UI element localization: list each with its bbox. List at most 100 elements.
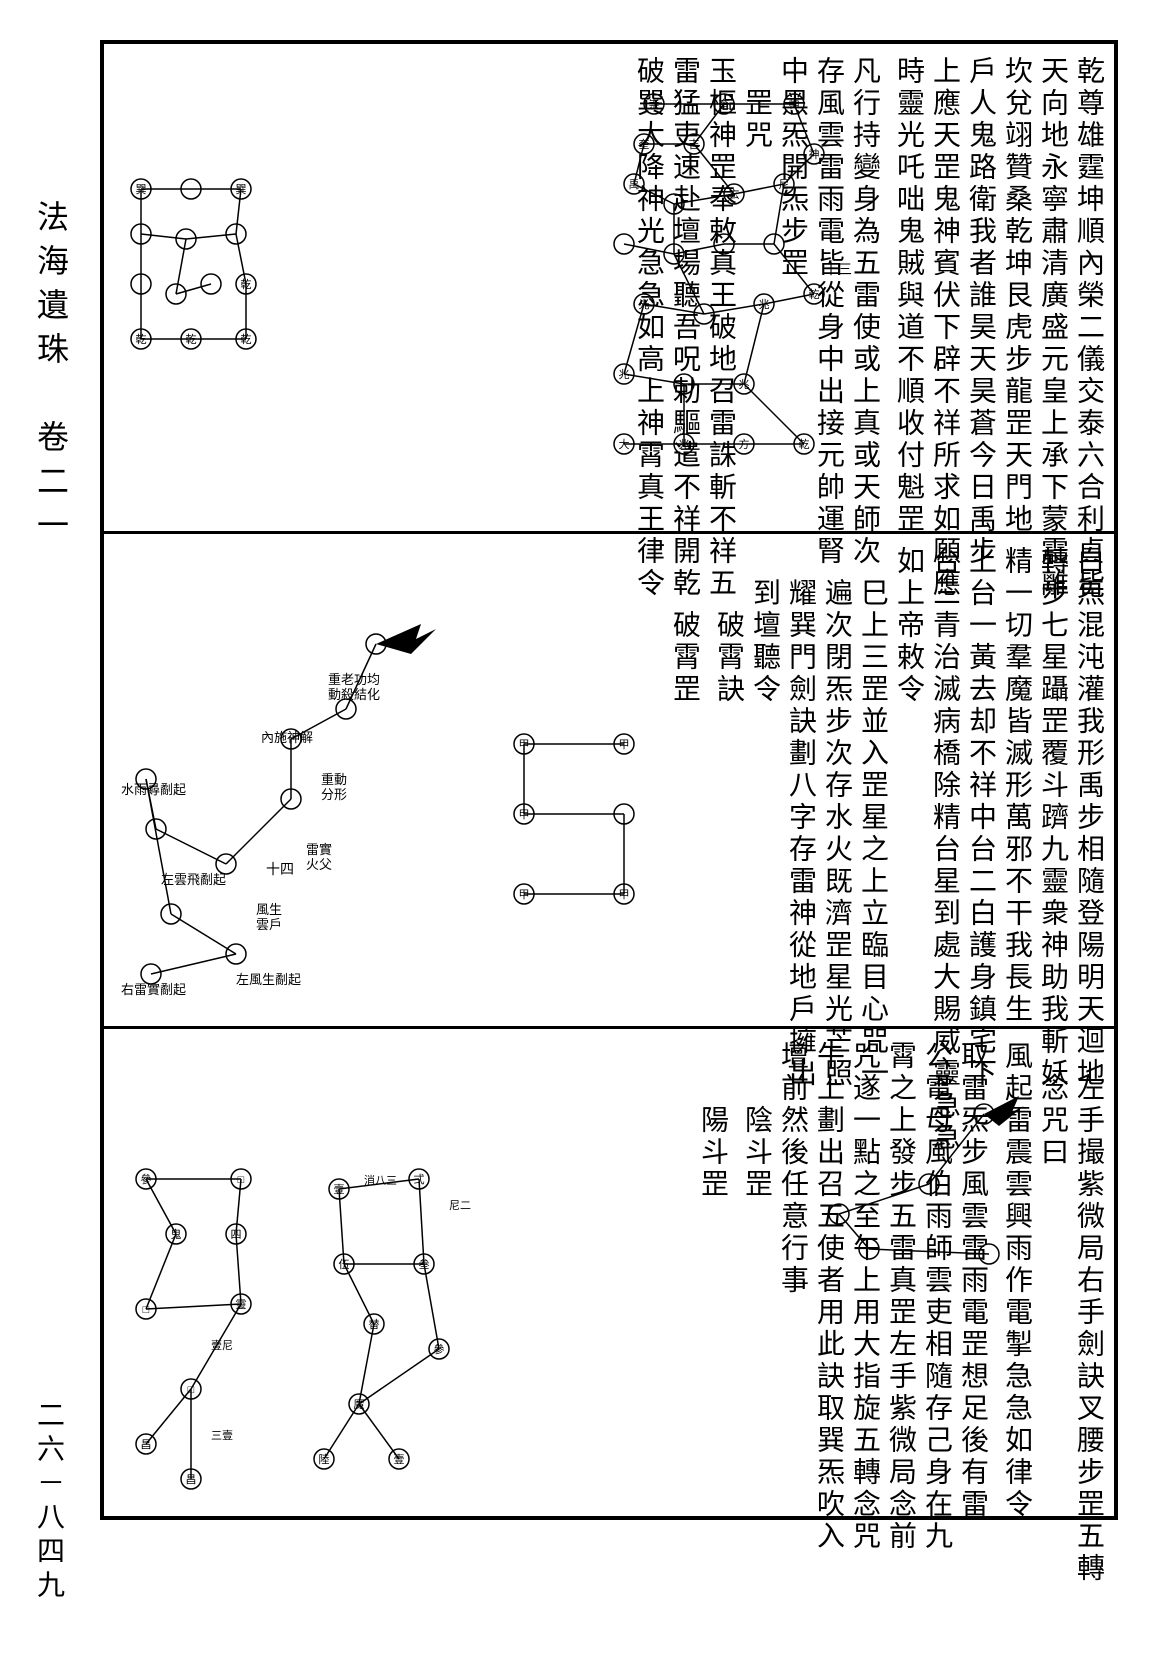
svg-text:參: 參 <box>434 1342 445 1356</box>
svg-text:乾: 乾 <box>241 278 252 291</box>
svg-text:參: 參 <box>141 1172 152 1186</box>
diagram-bot-small <box>804 1084 1024 1284</box>
text-column: 巳上三罡並入罡星之上立臨目心咒一 <box>858 546 886 1014</box>
svg-text:□: □ <box>188 1384 195 1396</box>
text-column: 天向地永寧肅清廣盛元皇上承下蒙震離 <box>1038 56 1066 519</box>
diagram-poxiaojue: 甲甲甲甲甲 <box>494 714 654 934</box>
svg-text:兆: 兆 <box>759 298 770 311</box>
svg-text:神: 神 <box>789 97 800 111</box>
margin-title: 法海遺珠 卷二一 <box>28 200 74 552</box>
panel-top: 乾尊雄霆坤順內榮二儀交泰六合利貞皆天向地永寧肅清廣盛元皇上承下蒙震離坎兌翊贊桑乾… <box>104 44 1114 534</box>
svg-text:乾: 乾 <box>799 438 810 451</box>
svg-text:魔: 魔 <box>354 1397 365 1411</box>
text-column: 到壇聽令 <box>750 546 778 1014</box>
text-column: 如上帝敕令 <box>894 546 922 1014</box>
svg-text:火父: 火父 <box>306 857 332 872</box>
diagram-top-main: 崇奎神奎吉禹玄尼神光兆乾兆兆大兆方乾十三 <box>584 74 854 474</box>
svg-text:十四: 十四 <box>266 862 294 878</box>
svg-text:乾: 乾 <box>809 288 820 301</box>
svg-text:乾: 乾 <box>136 333 147 346</box>
svg-text:甲: 甲 <box>519 889 530 901</box>
svg-text:甲: 甲 <box>619 739 630 751</box>
text-column: 白炁混沌灌我形禹步相隨登陽明天迴地 <box>1074 546 1102 1014</box>
text-column: 坎兌翊贊桑乾坤艮虎步龍罡天門地 <box>1002 56 1030 519</box>
svg-text:雲戶: 雲戶 <box>256 917 282 932</box>
svg-text:消八三: 消八三 <box>364 1173 397 1187</box>
text-column: 破霄訣 <box>714 546 742 1014</box>
text-column: 壇前然後任意行事 <box>778 1041 806 1507</box>
text-column: 耀巽門劍訣劃八字存雷神從地戶擁出 <box>786 546 814 1014</box>
svg-text:昌: 昌 <box>186 1473 197 1486</box>
page-number: 二六－八四九 <box>28 1400 68 1604</box>
panel-mid: 白炁混沌灌我形禹步相隨登陽明天迴地轉步七星躡罡覆斗躋九靈衆神助我斬妖精一切羣魔皆… <box>104 534 1114 1029</box>
svg-text:壹尼: 壹尼 <box>211 1339 233 1352</box>
diagram-top-small: 巽巽乾乾乾乾 <box>116 164 276 374</box>
svg-text:左雲飛劀起: 左雲飛劀起 <box>161 872 226 887</box>
svg-text:陸: 陸 <box>319 1453 330 1466</box>
svg-text:巽: 巽 <box>136 183 147 196</box>
svg-text:禹: 禹 <box>629 178 640 191</box>
svg-text:替: 替 <box>369 1317 380 1331</box>
svg-text:動殺結化: 動殺結化 <box>328 687 380 702</box>
svg-text:□: □ <box>143 1304 150 1316</box>
svg-text:四: 四 <box>231 1229 242 1241</box>
svg-text:甲: 甲 <box>519 739 530 751</box>
text-column: 台三青治滅病橋除精台星到處大賜威靈急急 <box>930 546 958 1014</box>
svg-text:三壹: 三壹 <box>211 1429 233 1442</box>
text-column: 時靈光吒咄鬼賊與道不順收付魁罡 <box>894 56 922 519</box>
page-frame: 乾尊雄霆坤順內榮二儀交泰六合利貞皆天向地永寧肅清廣盛元皇上承下蒙震離坎兌翊贊桑乾… <box>100 40 1118 1520</box>
text-column: 破霄罡 <box>670 546 698 1014</box>
svg-text:水雨尋劀起: 水雨尋劀起 <box>121 782 186 797</box>
svg-text:鬼: 鬼 <box>171 1227 182 1241</box>
svg-text:兆: 兆 <box>739 378 750 391</box>
svg-text:玄: 玄 <box>729 187 740 201</box>
svg-text:重老功均: 重老功均 <box>328 672 380 687</box>
svg-text:左風生劀起: 左風生劀起 <box>236 972 301 987</box>
svg-text:甲: 甲 <box>619 889 630 901</box>
text-column: 左手撮紫微局右手劍訣叉腰步罡五轉 <box>1074 1041 1102 1507</box>
svg-text:叁: 叁 <box>419 1257 430 1271</box>
svg-text:伍: 伍 <box>339 1258 350 1271</box>
svg-text:十三: 十三 <box>824 262 852 278</box>
svg-text:弍: 弍 <box>414 1173 425 1186</box>
text-column: 念咒曰 <box>1038 1041 1066 1507</box>
diagram-yang: 參□鬼四□靈□昌昌壹尼三壹 <box>116 1149 276 1499</box>
svg-text:分形: 分形 <box>321 787 347 802</box>
svg-text:□: □ <box>238 1174 245 1186</box>
svg-text:大: 大 <box>619 437 630 451</box>
svg-text:風生: 風生 <box>256 902 282 917</box>
svg-text:昌: 昌 <box>141 1438 152 1451</box>
svg-text:雷實: 雷實 <box>306 842 332 857</box>
svg-text:巽: 巽 <box>236 183 247 196</box>
svg-text:甲: 甲 <box>519 809 530 821</box>
svg-text:靈: 靈 <box>236 1298 247 1311</box>
svg-text:乾: 乾 <box>241 333 252 346</box>
diagram-yin: 壹 弍伍 叁替參魔陸 壹 消八三尼二 <box>299 1149 479 1499</box>
svg-text:重動: 重動 <box>321 772 347 787</box>
text-column: 上應天罡鬼神賓伏下辟不祥所求如願應 <box>930 56 958 519</box>
text-column: 凡行持變身為五雷使或上真或天師次 <box>850 56 878 519</box>
mid-text: 白炁混沌灌我形禹步相隨登陽明天迴地轉步七星躡罡覆斗躋九靈衆神助我斬妖精一切羣魔皆… <box>670 546 1102 1014</box>
svg-text:尼: 尼 <box>779 178 790 191</box>
svg-text:內施神解: 內施神解 <box>261 730 313 745</box>
text-column: 戶人鬼路衛我者誰昊天昊蒼今日禹步 <box>966 56 994 519</box>
svg-text:壹: 壹 <box>334 1183 345 1196</box>
svg-text:兆: 兆 <box>619 368 630 381</box>
svg-text:神: 神 <box>809 147 820 161</box>
text-column: 上台一黃去却不祥中台二白護身鎮宅下 <box>966 546 994 1014</box>
text-column: 陽斗罡 <box>698 1041 726 1507</box>
text-column: 乾尊雄霆坤順內榮二儀交泰六合利貞皆 <box>1074 56 1102 519</box>
diagram-poxiaogong: 重老功均動殺結化內施神解重動分形雷實火父風生雲戶 水雨尋劀起左雲飛劀起左風生劀起右… <box>116 614 446 1014</box>
text-column: 遍次閉炁步次存水火既濟罡星光芒照 <box>822 546 850 1014</box>
svg-text:壹: 壹 <box>394 1453 405 1466</box>
panel-bot: 左手撮紫微局右手劍訣叉腰步罡五轉 念咒曰風起雷震雲興雨作電掣急急如律令取雷炁步風… <box>104 1029 1114 1519</box>
svg-text:奎: 奎 <box>719 97 730 111</box>
svg-text:尼二: 尼二 <box>449 1199 471 1212</box>
svg-text:方: 方 <box>739 437 750 451</box>
text-column: 陰斗罡 <box>742 1041 770 1507</box>
svg-text:崇: 崇 <box>649 98 660 111</box>
svg-text:吉: 吉 <box>689 138 700 151</box>
svg-text:右雷實劀起: 右雷實劀起 <box>121 982 186 997</box>
text-column: 轉步七星躡罡覆斗躋九靈衆神助我斬妖 <box>1038 546 1066 1014</box>
svg-text:光: 光 <box>639 297 650 311</box>
